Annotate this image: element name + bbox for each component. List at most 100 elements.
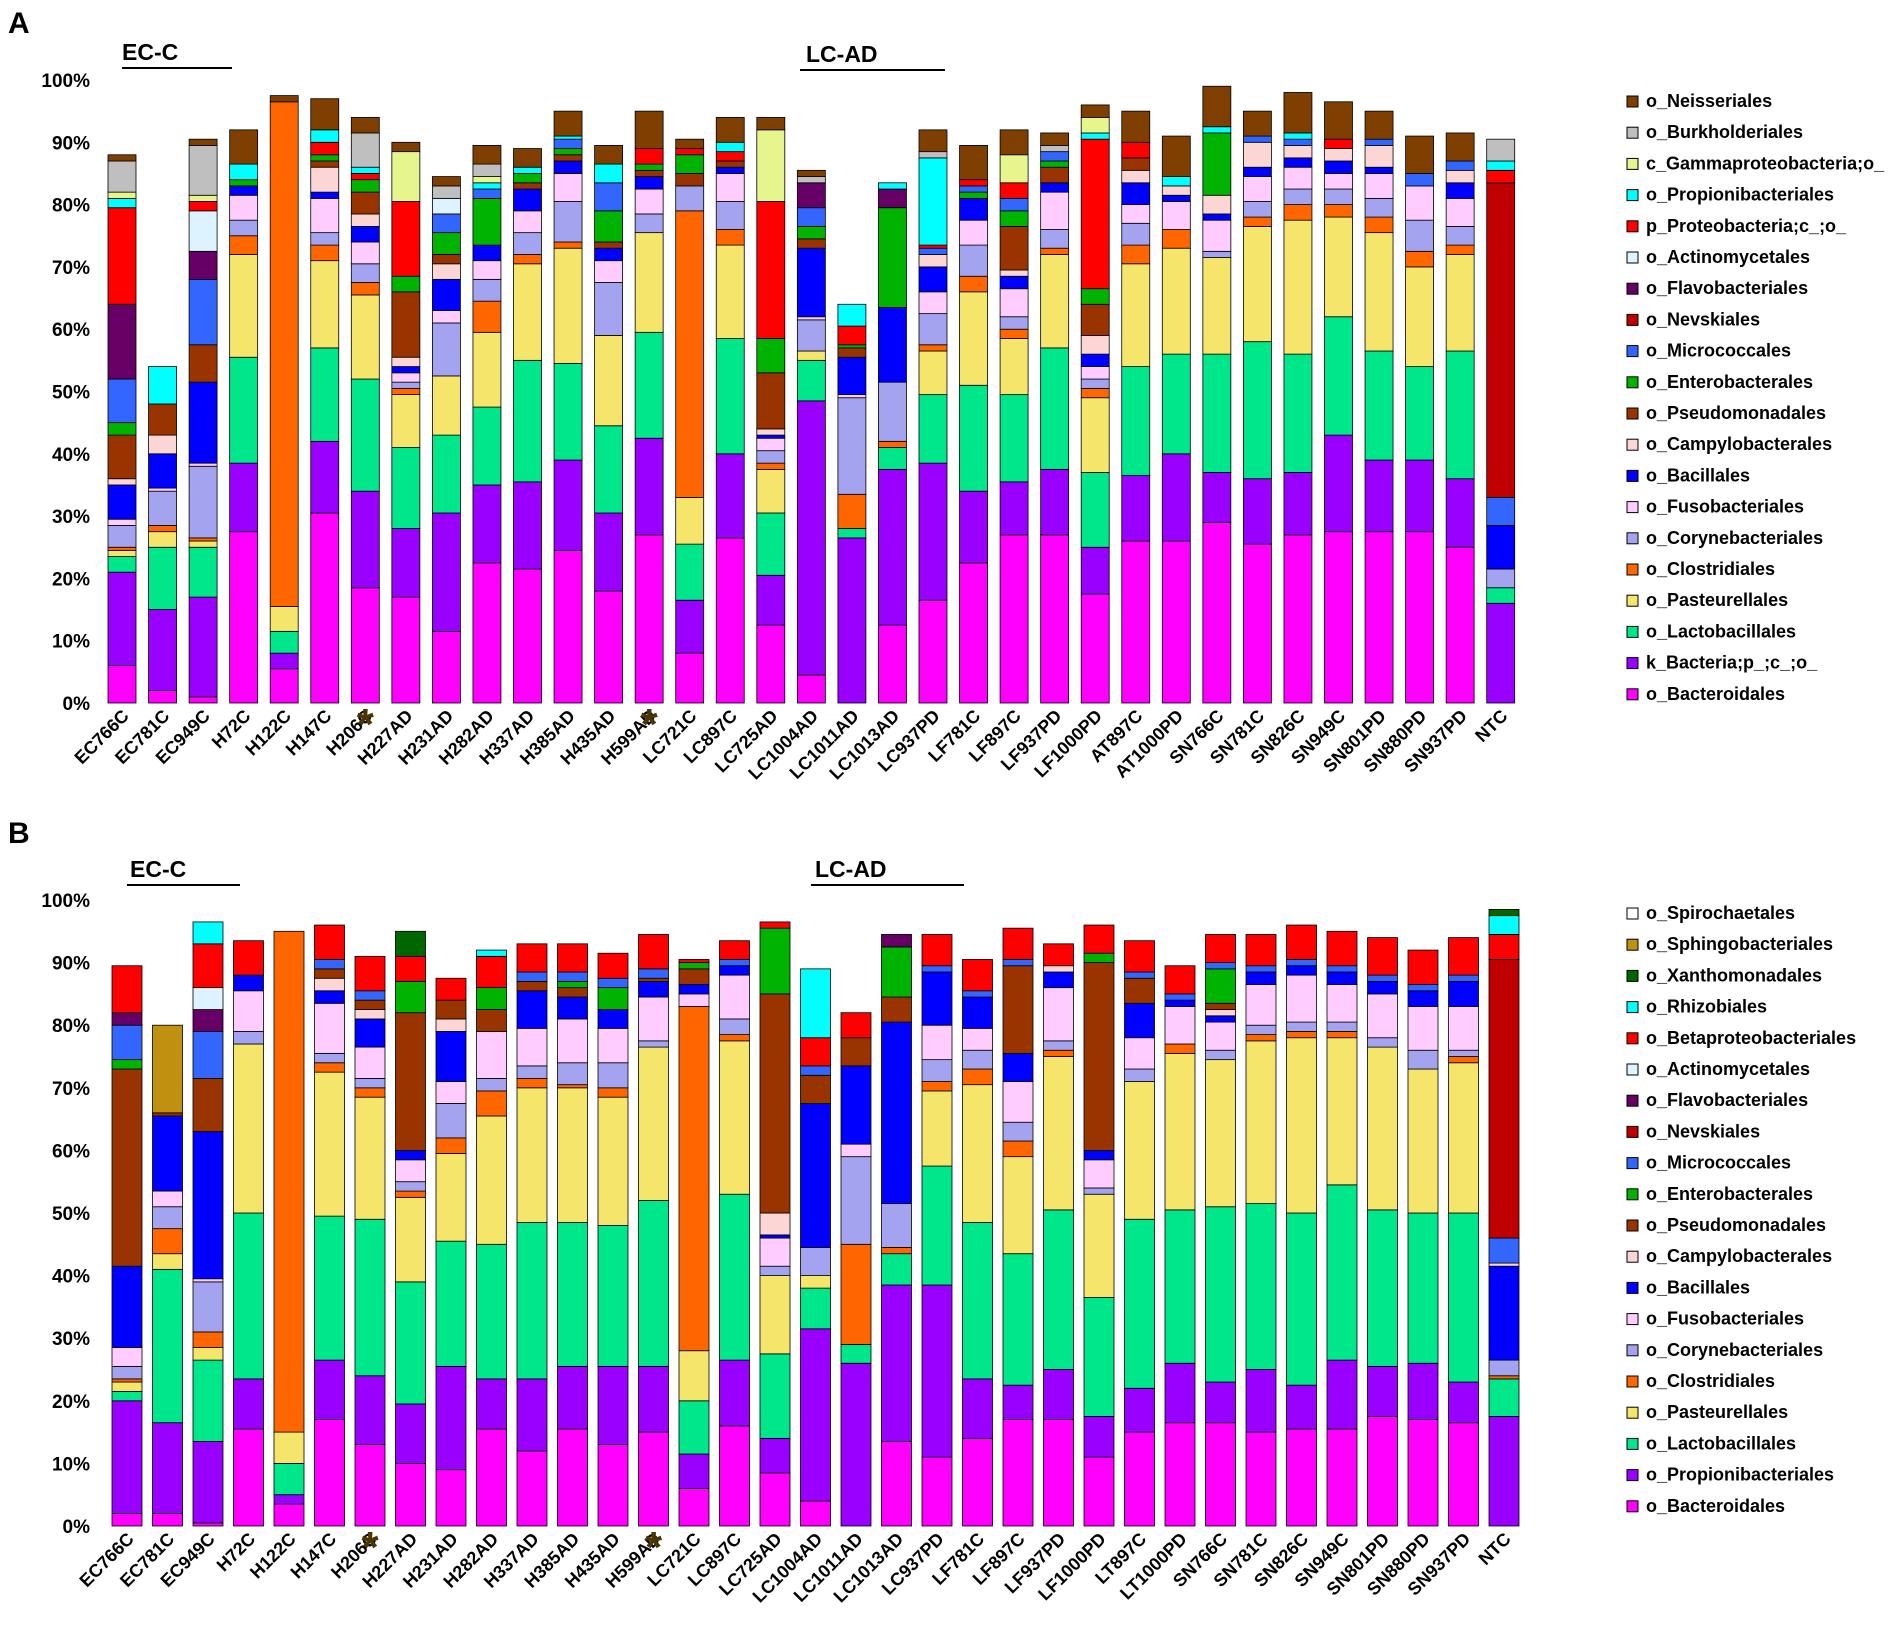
legend-swatch bbox=[1626, 1406, 1639, 1419]
bar-segment bbox=[1083, 924, 1115, 954]
y-tick-label: 70% bbox=[52, 1079, 90, 1100]
bar-segment bbox=[1286, 965, 1317, 976]
bar-segment bbox=[1202, 250, 1232, 258]
bar-H122C bbox=[273, 930, 305, 1527]
bar-segment bbox=[756, 428, 786, 436]
bar-H72C bbox=[233, 940, 264, 1527]
bar-segment bbox=[756, 468, 786, 514]
bar-segment bbox=[1486, 138, 1516, 162]
bar-segment bbox=[1080, 303, 1110, 336]
bar-segment bbox=[1043, 1049, 1074, 1057]
bar-segment bbox=[1002, 1253, 1034, 1386]
bar-segment bbox=[1083, 962, 1115, 1151]
bar-segment bbox=[1083, 1416, 1115, 1458]
bar-segment bbox=[1407, 1006, 1439, 1051]
bar-segment bbox=[310, 129, 340, 143]
bar-segment bbox=[1080, 132, 1110, 140]
bar-segment bbox=[638, 934, 669, 970]
bar-segment bbox=[1205, 1381, 1236, 1424]
bar-segment bbox=[719, 974, 750, 1020]
bar-segment bbox=[233, 1378, 264, 1430]
bar-segment bbox=[678, 1488, 710, 1527]
bar-segment bbox=[1080, 138, 1110, 290]
bar-segment bbox=[1364, 166, 1394, 174]
bar-segment bbox=[273, 1431, 305, 1464]
bar-segment bbox=[1205, 1021, 1236, 1051]
chart-panel-A: A EC-C LC-AD 0% 10% 20% 30% 40% 50% 60% 70% 80% 90% 1… bbox=[8, 7, 1885, 784]
bar-segment bbox=[678, 959, 710, 963]
bar-segment bbox=[233, 974, 264, 992]
bar-segment bbox=[435, 1018, 467, 1032]
bar-segment bbox=[1245, 1040, 1277, 1205]
bar-segment bbox=[1364, 145, 1394, 168]
bar-segment bbox=[1286, 1384, 1317, 1430]
bar-H206C bbox=[350, 116, 380, 704]
legend-item: o_Enterobacterales bbox=[1626, 1184, 1813, 1204]
bar-segment bbox=[638, 1365, 669, 1433]
bar-LF1000PD bbox=[1080, 104, 1110, 704]
bar-segment bbox=[675, 154, 705, 174]
bar-LF937PD bbox=[1040, 132, 1070, 704]
bar-segment bbox=[1080, 397, 1110, 473]
bar-SN801PD bbox=[1367, 937, 1398, 1527]
legend-item: o_Lactobacillales bbox=[1626, 1433, 1796, 1453]
bar-segment bbox=[395, 1159, 426, 1183]
bar-segment bbox=[1040, 182, 1070, 193]
bar-segment bbox=[959, 244, 988, 277]
bar-segment bbox=[431, 512, 461, 632]
legend-item: o_Bacillales bbox=[1626, 465, 1750, 485]
bar-segment bbox=[840, 1065, 872, 1145]
bar-segment bbox=[553, 154, 583, 162]
bar-segment bbox=[1488, 959, 1520, 1239]
bar-segment bbox=[152, 1112, 183, 1117]
bar-segment bbox=[796, 359, 826, 402]
bar-segment bbox=[1367, 974, 1398, 982]
bar-LC937PD bbox=[918, 129, 948, 704]
bar-segment bbox=[1161, 201, 1191, 230]
bar-segment bbox=[269, 652, 299, 670]
bar-segment bbox=[756, 129, 786, 202]
bar-segment bbox=[959, 191, 988, 199]
bar-segment bbox=[638, 977, 669, 982]
bar-segment bbox=[1405, 266, 1434, 367]
bar-segment bbox=[1083, 1456, 1115, 1527]
bar-segment bbox=[800, 1065, 831, 1076]
bar-segment bbox=[314, 1419, 345, 1527]
y-tick-label: 100% bbox=[41, 71, 90, 92]
bar-segment bbox=[350, 378, 380, 492]
bar-segment bbox=[1405, 219, 1434, 252]
bar-segment bbox=[594, 241, 623, 249]
bar-segment bbox=[557, 1062, 588, 1086]
bar-segment bbox=[756, 338, 786, 374]
bar-segment bbox=[310, 347, 340, 442]
legend-label: o_Sphingobacteriales bbox=[1646, 934, 1833, 954]
bar-segment bbox=[1326, 971, 1358, 985]
legend-swatch bbox=[1626, 313, 1639, 326]
bar-segment bbox=[715, 244, 745, 339]
bar-segment bbox=[1202, 521, 1232, 704]
bar-segment bbox=[719, 1425, 750, 1527]
legend-item: o_Rhizobiales bbox=[1626, 997, 1767, 1017]
bar-segment bbox=[1367, 1046, 1398, 1211]
bar-segment bbox=[594, 282, 623, 336]
bar-segment bbox=[107, 207, 137, 305]
bar-segment bbox=[1488, 1375, 1520, 1380]
bar-segment bbox=[594, 210, 623, 243]
bar-segment bbox=[638, 968, 669, 979]
bar-EC949C bbox=[192, 921, 224, 1527]
bar-segment bbox=[638, 1046, 669, 1201]
bar-segment bbox=[962, 1027, 993, 1051]
bar-segment bbox=[188, 537, 218, 542]
bar-segment bbox=[269, 606, 299, 632]
bar-segment bbox=[719, 1359, 750, 1427]
bar-segment bbox=[999, 210, 1029, 227]
bar-segment bbox=[513, 232, 542, 255]
bar-segment bbox=[1286, 924, 1317, 960]
bar-LC1013AD bbox=[878, 182, 907, 704]
bar-segment bbox=[594, 145, 623, 165]
bar-segment bbox=[597, 1225, 629, 1367]
bar-segment bbox=[881, 1441, 912, 1527]
bar-segment bbox=[675, 138, 705, 149]
bar-segment bbox=[1324, 204, 1353, 218]
bar-segment bbox=[188, 462, 218, 467]
